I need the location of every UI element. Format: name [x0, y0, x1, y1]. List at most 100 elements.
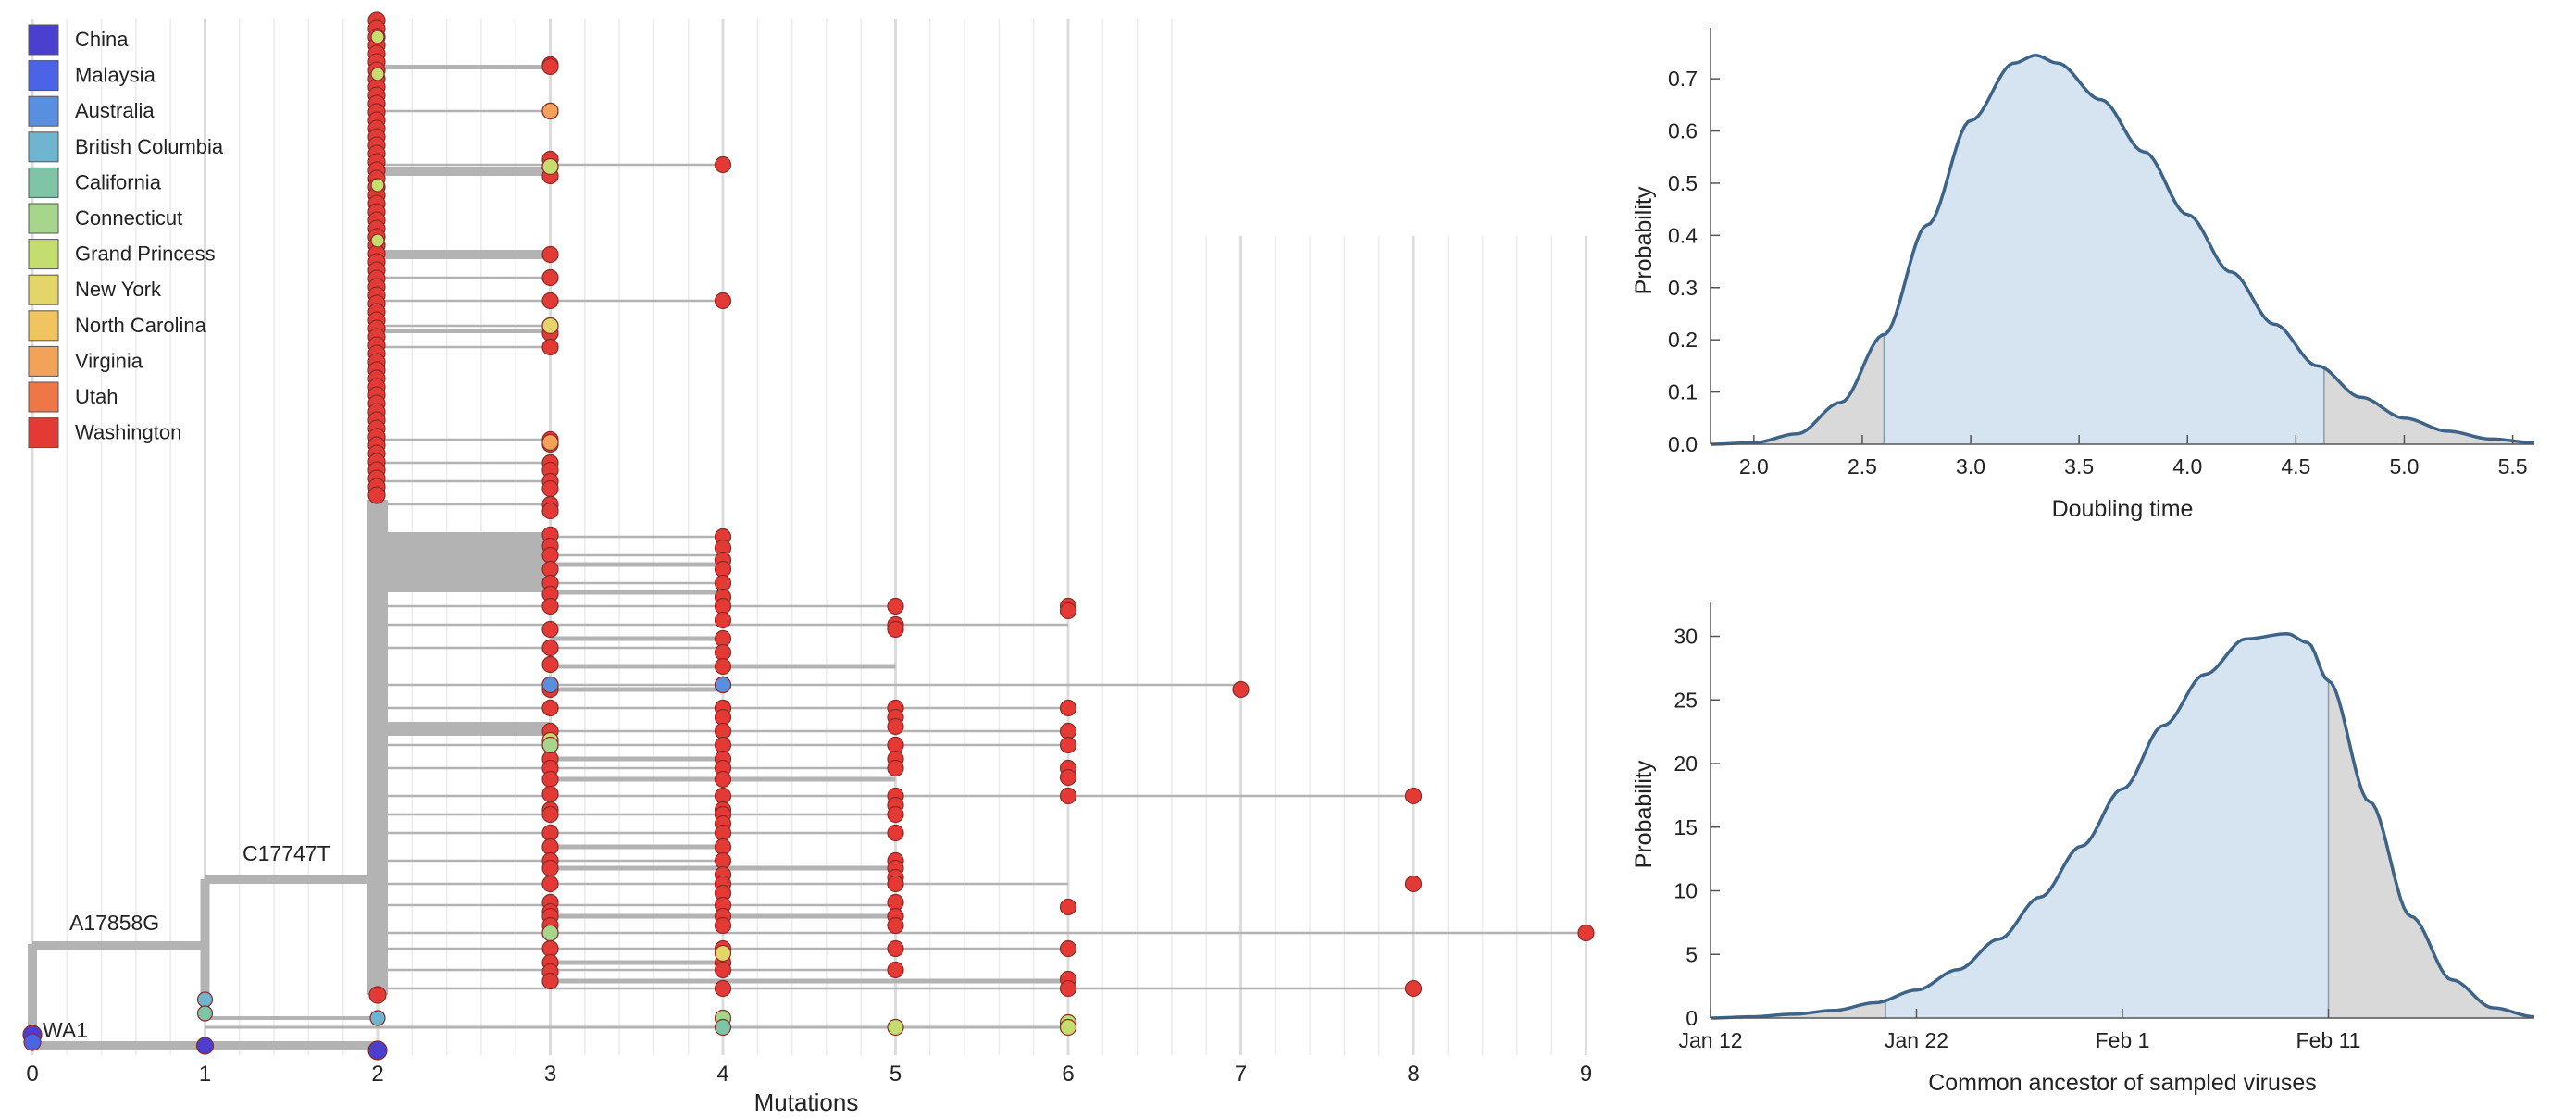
density-tail-right — [2328, 680, 2534, 1018]
tree-x-tick-label: 5 — [890, 1062, 902, 1087]
branch-label-c17747t: C17747T — [243, 841, 330, 865]
x-tick-label: 4.0 — [2172, 454, 2202, 478]
tree-tip-node — [714, 292, 732, 310]
y-tick-label: 0.4 — [1668, 223, 1698, 247]
tree-x-tick-label: 7 — [1235, 1062, 1247, 1087]
tree-tip-node — [541, 268, 559, 287]
tree-tip-node — [541, 338, 559, 356]
x-axis-title: Doubling time — [2052, 496, 2194, 522]
tree-tip-node — [541, 875, 559, 893]
tree-tip-node — [541, 736, 559, 754]
legend-label: California — [75, 170, 162, 193]
tree-tip-node — [714, 961, 732, 979]
x-tick-label: 5.5 — [2498, 454, 2528, 478]
y-tick-label: 5 — [1686, 942, 1698, 966]
tree-tip-node — [1577, 924, 1595, 942]
tree-branch-bundle — [378, 167, 551, 176]
y-tick-label: 0 — [1686, 1006, 1698, 1030]
legend-label: China — [75, 28, 129, 51]
tree-tip-node — [887, 759, 904, 777]
tree-tip-node — [714, 155, 732, 174]
tree-tip-node — [887, 597, 904, 615]
density-tail-left — [1711, 1000, 1886, 1018]
legend-label: Grand Princess — [75, 242, 216, 266]
legend-swatch — [28, 274, 59, 305]
density-tail-right — [2323, 367, 2534, 444]
tree-tip-node — [1404, 979, 1423, 998]
tree-tip-node — [541, 785, 559, 803]
tree-tip-node — [1059, 939, 1077, 958]
tree-tip-node — [541, 770, 559, 789]
legend-label: Virginia — [75, 349, 143, 372]
legend-swatch — [28, 310, 59, 342]
tree-tip-node — [541, 102, 559, 120]
x-tick-label: Feb 11 — [2296, 1028, 2361, 1052]
tree-tip-node — [541, 620, 559, 639]
tree-tip-node — [1059, 736, 1077, 754]
x-axis-title: Common ancestor of sampled viruses — [1928, 1070, 2317, 1096]
tree-tip-node — [1059, 898, 1077, 916]
density-curve — [1710, 631, 2535, 1020]
tree-tip-node — [714, 676, 732, 694]
legend-swatch — [28, 131, 59, 163]
branch-label-wa1: WA1 — [43, 1018, 88, 1042]
tree-tip-node — [541, 972, 559, 990]
tree-x-tick-label: 6 — [1062, 1062, 1074, 1087]
tree-tip-node — [541, 502, 559, 520]
tree-x-tick-label: 8 — [1407, 1062, 1419, 1087]
legend-label: Washington — [75, 421, 181, 444]
tree-tip-node — [1059, 602, 1077, 620]
tree-branch-bundle — [378, 722, 551, 736]
tree-tip-node — [541, 859, 559, 877]
x-tick-label: 3.0 — [1956, 454, 1985, 478]
density-credible-area — [1884, 55, 2324, 444]
x-tick-label: Jan 12 — [1678, 1028, 1742, 1052]
legend-swatch — [28, 239, 59, 270]
tree-tip-node — [1059, 699, 1077, 717]
legend-swatch — [28, 417, 59, 449]
tree-tip-node — [1059, 787, 1077, 805]
legend-label: Utah — [75, 385, 118, 408]
x-tick-label: 4.5 — [2281, 454, 2310, 478]
tree-tip-node — [714, 916, 732, 935]
tree-tip-node — [1059, 1018, 1077, 1037]
tree-tip-node — [1232, 680, 1250, 699]
tree-tip-node — [714, 657, 732, 676]
tree-tip-node — [541, 924, 559, 942]
tree-tip-node — [887, 824, 904, 842]
tree-branches — [28, 17, 1587, 1050]
x-tick-label: Feb 1 — [2096, 1028, 2150, 1052]
density-tail-left — [1711, 334, 1885, 444]
tree-tip-node — [887, 620, 904, 639]
tree-tip-node — [370, 233, 385, 248]
tree-tip-node — [1059, 979, 1077, 998]
doubling-time-chart: 2.0 2.5 3.0 3.5 4.0 4.5 5.0 5.5 0.0 0.1 0.2 0.3 0.4 0… — [1631, 28, 2535, 522]
common-ancestor-chart: Jan 12 Jan 22 Feb 1 Feb 11 0 5 10 15 20 25 30 Commo… — [1631, 602, 2535, 1096]
x-tick-label: 2.5 — [1848, 454, 1877, 478]
x-tick-label: 3.5 — [2064, 454, 2094, 478]
tree-tip-node — [887, 916, 904, 935]
tree-tip-node — [541, 479, 559, 498]
tree-tip-node — [714, 944, 732, 963]
tree-x-tick-label: 9 — [1580, 1062, 1592, 1087]
tree-tip-node — [367, 486, 386, 504]
tree-tip-node — [367, 1040, 388, 1061]
tree-tip-node — [370, 30, 385, 44]
legend-swatch — [28, 203, 59, 234]
tree-tip-node — [541, 433, 559, 452]
tree-x-axis-title: Mutations — [754, 1088, 859, 1116]
legend-swatch — [28, 167, 59, 198]
tree-tip-node — [196, 1005, 214, 1022]
y-tick-label: 20 — [1674, 752, 1698, 776]
y-tick-label: 0.1 — [1668, 380, 1698, 404]
tree-tip-node — [541, 805, 559, 824]
y-tick-label: 0.6 — [1668, 119, 1698, 143]
legend-swatch — [28, 95, 59, 127]
tree-tip-node — [368, 986, 387, 1004]
legend-label: New York — [75, 278, 162, 301]
legend-swatch — [28, 381, 59, 413]
legend-label: Connecticut — [75, 206, 182, 230]
y-tick-label: 0.5 — [1668, 171, 1698, 195]
tree-tip-node — [887, 939, 904, 958]
y-tick-label: 0.2 — [1668, 328, 1698, 352]
